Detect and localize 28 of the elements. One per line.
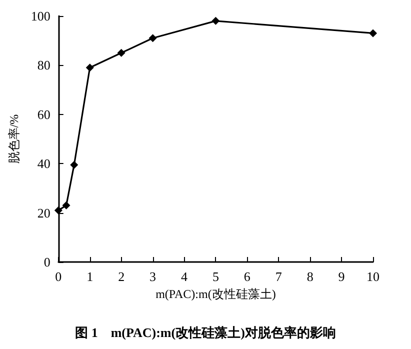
- y-tick-label: 100: [30, 8, 50, 24]
- point: [212, 16, 220, 25]
- point: [86, 64, 94, 72]
- x-axis-title: m(PAC):m(改性硅藻土): [156, 286, 276, 301]
- point: [54, 206, 62, 214]
- point: [62, 201, 70, 210]
- x-tick-label: 2: [118, 269, 125, 284]
- x-tick-label: 9: [338, 269, 345, 284]
- x-tick-label: 10: [366, 269, 380, 284]
- x-tick-label: 1: [86, 269, 94, 284]
- point: [117, 48, 126, 57]
- y-tick-label: 40: [37, 156, 50, 172]
- x-tick-label: 6: [244, 269, 251, 284]
- y-tick-label: 80: [37, 58, 50, 73]
- caption: 图 1 m(PAC):m(改性硅藻土)对脱色率的影响: [75, 325, 336, 340]
- x-tick-label: 3: [150, 269, 156, 284]
- x-tick-label: 4: [180, 269, 188, 284]
- x-tick-label: 8: [306, 269, 314, 284]
- x-tick-label: 5: [212, 269, 219, 284]
- x-tick-label: 0: [55, 269, 62, 284]
- point: [369, 29, 377, 38]
- y-tick-label: 0: [44, 254, 50, 270]
- point: [70, 160, 78, 169]
- y-axis-title: 脱色率/%: [7, 114, 21, 164]
- y-tick-label: 60: [37, 106, 50, 122]
- point: [148, 34, 157, 42]
- x-tick-label: 7: [275, 269, 282, 284]
- y-tick-label: 20: [37, 205, 50, 220]
